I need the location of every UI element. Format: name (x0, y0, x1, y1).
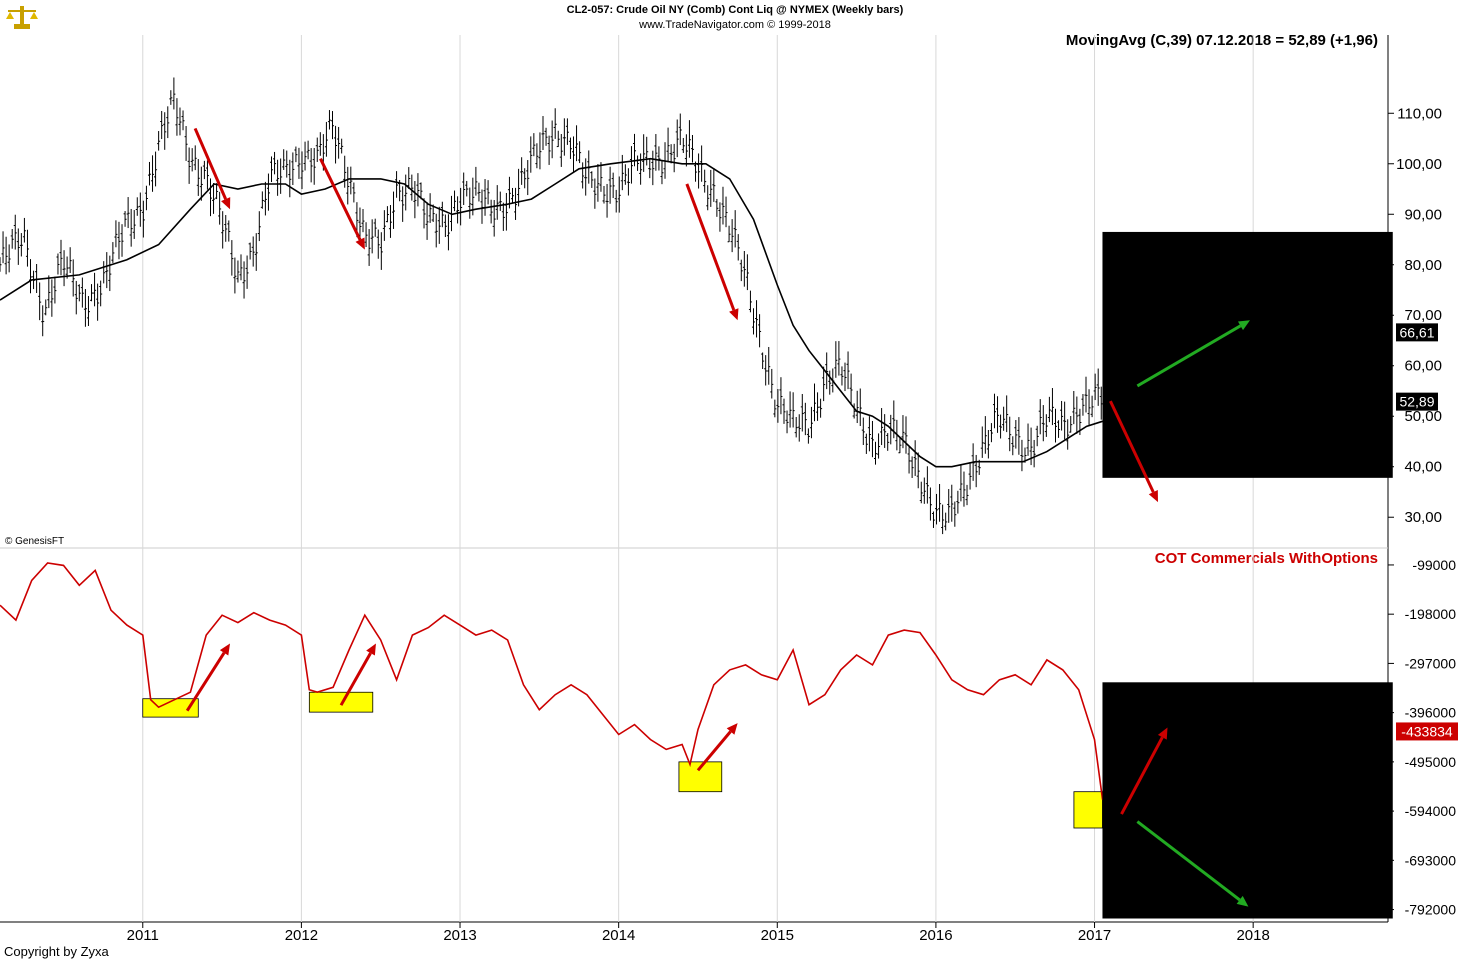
price-tick-label: 60,00 (1404, 358, 1442, 375)
x-tick-label: 2018 (1236, 927, 1269, 944)
cot-tick-label: -594000 (1405, 803, 1457, 819)
price-value-label: 52,89 (1399, 394, 1434, 410)
red-arrow (193, 127, 228, 200)
cot-tick-label: -495000 (1405, 754, 1457, 770)
red-arrow-head (366, 643, 376, 656)
price-tick-label: 90,00 (1404, 206, 1442, 223)
moving-average-line (0, 157, 1103, 468)
cot-tick-label: -99000 (1412, 557, 1456, 573)
price-value-badge (1396, 323, 1438, 342)
red-arrow (1120, 736, 1164, 815)
red-arrow-head (221, 197, 231, 210)
price-value-label: 66,61 (1399, 324, 1434, 340)
cot-tick-label: -396000 (1405, 705, 1457, 721)
cot-tick-label: -693000 (1405, 852, 1457, 868)
red-arrow-head (1148, 489, 1158, 503)
watermark: © GenesisFT (5, 536, 64, 547)
cot-series-label: COT Commercials WithOptions (1155, 550, 1378, 567)
cot-tick-label: -792000 (1405, 902, 1457, 918)
price-tick-label: 40,00 (1404, 459, 1442, 476)
x-tick-label: 2011 (127, 927, 159, 944)
x-tick-label: 2013 (443, 927, 476, 944)
red-arrow (685, 183, 736, 311)
chart-subtitle: www.TradeNavigator.com © 1999-2018 (638, 19, 831, 31)
indicator-label: MovingAvg (C,39) 07.12.2018 = 52,89 (+1,… (1066, 32, 1378, 49)
highlight-box (142, 698, 199, 718)
green-arrow (1136, 820, 1241, 902)
red-arrow (1109, 400, 1155, 493)
x-tick-label: 2015 (761, 927, 794, 944)
price-tick-label: 30,00 (1404, 509, 1442, 526)
green-arrow-head (1237, 320, 1250, 331)
red-arrow (319, 158, 362, 241)
price-tick-label: 100,00 (1396, 156, 1442, 173)
cot-value-badge (1396, 722, 1458, 741)
red-arrow-head (726, 723, 738, 735)
forecast-box (1102, 682, 1393, 919)
green-arrow (1136, 324, 1242, 388)
x-tick-label: 2012 (285, 927, 318, 944)
red-arrow-head (1157, 727, 1168, 740)
x-tick-label: 2017 (1078, 927, 1111, 944)
red-arrow-head (355, 237, 365, 250)
scales-logo-icon[interactable] (6, 6, 38, 29)
x-tick-label: 2014 (602, 927, 635, 944)
cot-value-label: -433834 (1401, 723, 1453, 739)
red-arrow (339, 652, 372, 706)
forecast-box (1102, 231, 1393, 478)
price-value-badge (1396, 392, 1438, 411)
red-arrow (696, 730, 732, 772)
highlight-box (678, 761, 723, 793)
price-tick-label: 70,00 (1404, 307, 1442, 324)
cot-tick-label: -198000 (1405, 606, 1457, 622)
red-arrow-head (729, 308, 739, 321)
red-arrow (185, 651, 226, 712)
copyright: Copyright by Zyxa (4, 944, 110, 959)
chart-title: CL2-057: Crude Oil NY (Comb) Cont Liq @ … (567, 4, 904, 16)
highlight-box (1073, 791, 1103, 829)
price-tick-label: 110,00 (1397, 105, 1442, 122)
red-arrow-head (219, 643, 231, 656)
price-tick-label: 50,00 (1404, 408, 1442, 425)
x-tick-label: 2016 (919, 927, 952, 944)
green-arrow-head (1236, 895, 1249, 907)
cot-line (0, 562, 1111, 805)
cot-tick-label: -297000 (1405, 655, 1457, 671)
price-tick-label: 80,00 (1404, 257, 1442, 274)
